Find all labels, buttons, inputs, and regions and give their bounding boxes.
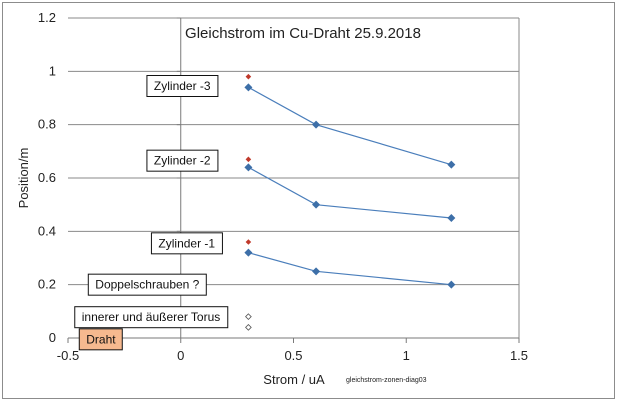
annotation-label: Zylinder -3 [154,79,211,93]
annotation-box: innerer und äußerer Torus [74,306,229,329]
annotation-label: Zylinder -2 [154,154,211,168]
series-line [248,252,452,286]
series-line [248,86,452,166]
data-point [447,160,456,169]
data-point [244,83,253,92]
x-tick-label: 0.5 [284,348,302,363]
annotation-label: Draht [86,332,116,346]
data-point [244,248,253,257]
annotation-label: Zylinder -1 [158,236,215,250]
annotation-label: Doppelschrauben ? [95,278,199,292]
grid-lines [68,17,519,286]
annotation-box-border [74,306,229,329]
data-point [312,267,321,276]
y-tick-labels: 0 0.2 0.4 0.6 0.8 1 1.2 [38,10,56,345]
annotation-label: innerer und äußerer Torus [82,310,221,324]
annotation-box-border [146,75,219,97]
x-tick-label: 0 [177,348,184,363]
y-tick-label: 0.2 [38,277,56,292]
data-point [245,73,252,80]
y-tick-label: 0.4 [38,223,56,238]
x-tick-labels: -0.5 0 0.5 1 1.5 [57,348,528,363]
chart-title: Gleichstrom im Cu-Draht 25.9.2018 [185,25,421,42]
annotation-box-border [146,149,219,172]
data-point [312,120,321,129]
data-point [312,200,321,209]
data-point [447,280,456,289]
annotation-box: Doppelschrauben ? [87,273,207,296]
y-tick-label: 1 [49,63,56,78]
data-point [447,214,456,222]
y-tick-label: 0.6 [38,170,56,185]
series-lines [248,86,452,286]
annotation-box: Draht [78,328,123,351]
annotation-box-border [150,232,223,255]
x-axis-label: Strom / uA [263,372,325,387]
series-line [248,166,452,219]
y-tick-label: 1.2 [38,10,56,25]
data-point [245,156,252,163]
x-tick-label: -0.5 [57,348,79,363]
x-tick-label: 1.5 [510,348,528,363]
diagram-note: gleichstrom-zonen-diag03 [346,377,427,384]
annotation-box: Zylinder -1 [150,232,223,255]
annotation-box: Zylinder -2 [146,149,219,172]
annotation-boxes: Zylinder -3 Zylinder -2 Zylinder -1 Doppels… [74,75,229,351]
annotation-box-border [78,328,123,351]
y-tick-label: 0.8 [38,117,56,132]
annotation-box: Zylinder -3 [146,75,219,97]
annotation-box-border [87,273,207,296]
data-point [245,313,252,321]
x-tick-label: 1 [403,348,410,363]
data-points [244,73,456,331]
data-point [245,239,252,245]
data-point [244,163,253,172]
y-axis-label: Position/m [16,148,31,209]
y-tick-label: 0 [49,330,56,345]
data-point [245,323,252,331]
